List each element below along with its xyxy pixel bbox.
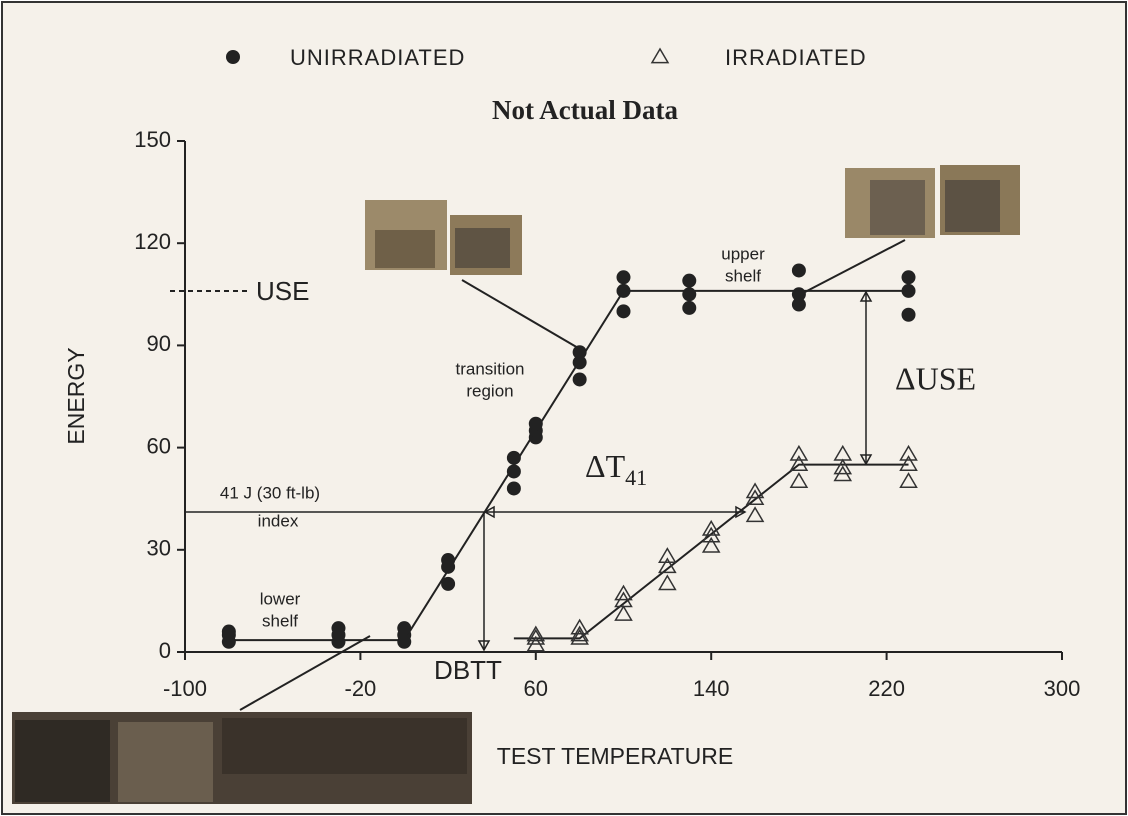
delta-t-main: ΔT [585,448,626,484]
circle-point [792,263,806,277]
circle-point [617,304,631,318]
circle-point [682,301,696,315]
y-tick-label: 90 [147,331,171,356]
dbtt-label: DBTT [434,655,502,685]
region-label: shelf [262,611,298,630]
x-axis-label: TEST TEMPERATURE [497,743,733,769]
region-label: region [466,381,513,400]
circle-point [682,274,696,288]
circle-point [792,287,806,301]
region-label: upper [721,244,765,263]
y-axis-label: ENERGY [63,347,89,444]
legend-marker [226,50,240,64]
circle-point [529,417,543,431]
use-label: USE [256,276,309,306]
circle-point [441,577,455,591]
circle-point [397,621,411,635]
y-tick-label: 120 [134,229,171,254]
circle-point [222,625,236,639]
x-tick-label: 300 [1044,676,1081,701]
circle-point [617,284,631,298]
circle-point [507,481,521,495]
x-tick-label: 220 [868,676,905,701]
index-label: 41 J (30 ft-lb) [220,483,320,502]
legend-label: UNIRRADIATED [290,45,465,70]
delta-use-label: ΔUSE [895,360,976,396]
circle-point [902,284,916,298]
legend-label: IRRADIATED [725,45,867,70]
delta-t-sub: 41 [625,465,647,490]
circle-point [902,270,916,284]
photo-upper [845,165,1020,238]
chart: Not Actual Data ENERGY TEST TEMPERATURE … [0,0,1128,816]
y-tick-label: 0 [159,638,171,663]
x-tick-label: 60 [524,676,548,701]
y-tick-label: 60 [147,433,171,458]
y-tick-label: 150 [134,127,171,152]
circle-point [902,308,916,322]
circle-point [573,372,587,386]
chart-title: Not Actual Data [492,95,678,125]
y-tick-label: 30 [147,536,171,561]
circle-point [441,553,455,567]
x-tick-label: -20 [345,676,377,701]
region-label: lower [260,589,301,608]
region-label: shelf [725,266,761,285]
photo-lower [12,712,472,804]
circle-point [617,270,631,284]
x-tick-label: 140 [693,676,730,701]
region-label: transition [456,359,525,378]
circle-point [507,451,521,465]
circle-point [573,345,587,359]
index-label: index [258,511,299,530]
x-tick-label: -100 [163,676,207,701]
circle-point [507,464,521,478]
circle-point [331,621,345,635]
circle-point [682,287,696,301]
